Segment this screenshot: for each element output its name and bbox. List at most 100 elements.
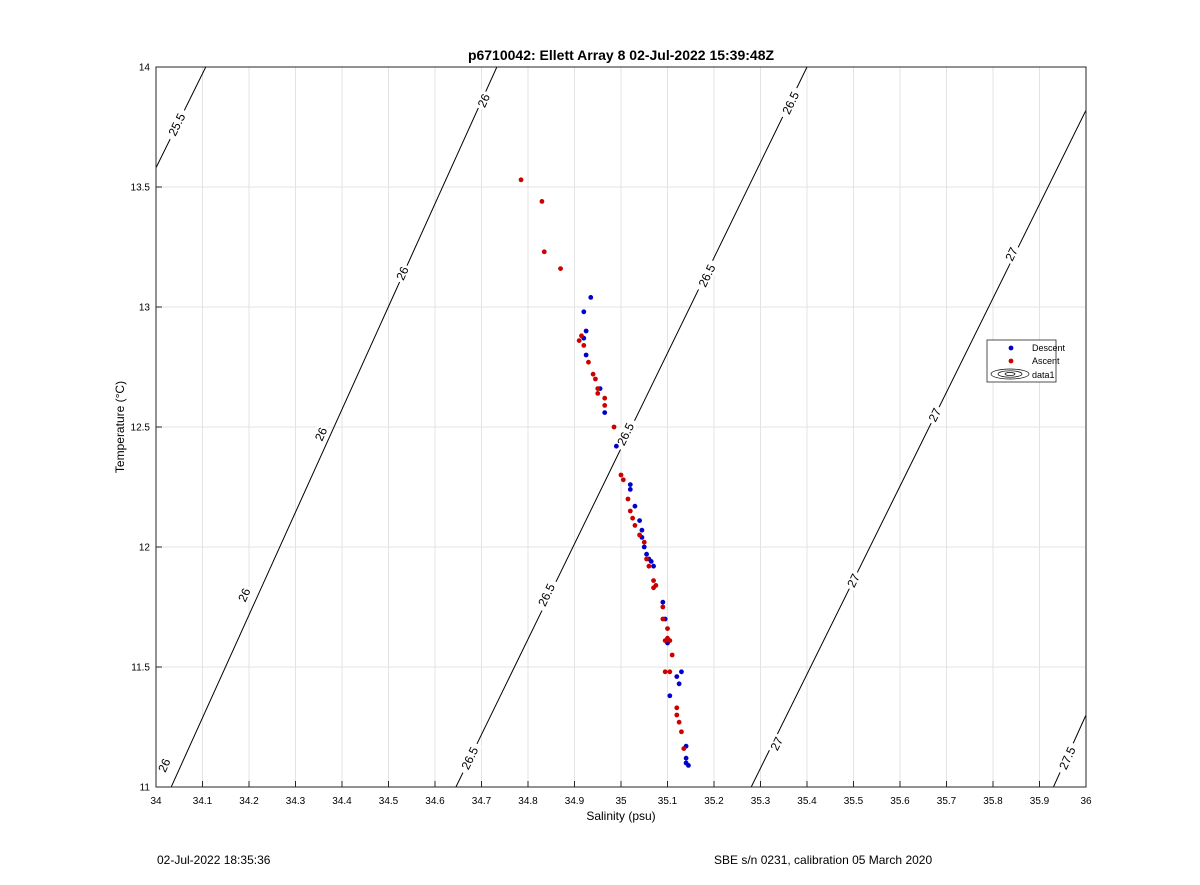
ascent-point	[620, 477, 626, 483]
contour-label-background	[843, 569, 863, 592]
ascent-point	[681, 746, 687, 751]
x-tick-label: 35.7	[937, 796, 957, 807]
legend-ascent-label: Ascent	[1032, 356, 1060, 366]
ascent-point	[590, 371, 596, 377]
ascent-point	[630, 515, 636, 521]
x-tick-label: 35.2	[704, 796, 724, 807]
descent-point	[583, 352, 589, 358]
descent-point	[674, 674, 680, 679]
ascent-point	[576, 338, 582, 343]
descent-point	[639, 527, 645, 533]
x-tick-label: 34.5	[379, 796, 399, 807]
contour-label-background	[456, 740, 483, 776]
ascent-point	[665, 626, 670, 631]
contour-label-background	[924, 403, 945, 426]
legend-ascent-marker	[1008, 358, 1014, 364]
x-tick-label: 34.6	[425, 796, 445, 807]
x-tick-label: 35	[615, 796, 627, 807]
x-tick-label: 35.4	[797, 796, 817, 807]
contour-label: 26	[234, 583, 254, 606]
ascent-point	[625, 496, 631, 502]
contour-label-background	[1054, 740, 1080, 776]
descent-point	[583, 328, 589, 334]
x-tick-label: 34.4	[332, 796, 352, 807]
contour-line-27	[750, 109, 1086, 787]
contour-label: 27	[1001, 243, 1021, 265]
ascent-point	[618, 472, 624, 478]
y-tick-label: 12	[139, 543, 151, 554]
ascent-point	[641, 539, 647, 545]
ascent-point	[674, 705, 680, 711]
descent-point	[644, 551, 649, 557]
ascent-point	[586, 359, 591, 365]
descent-point	[679, 669, 684, 675]
descent-point	[602, 410, 608, 415]
data-points	[518, 177, 691, 768]
descent-point	[581, 309, 587, 315]
contour-label: 27	[766, 732, 787, 755]
ascent-point	[595, 391, 601, 396]
contour-label-background	[310, 423, 331, 445]
footer-calibration: SBE s/n 0231, calibration 05 March 2020	[714, 853, 933, 867]
ascent-point	[602, 403, 608, 408]
x-tick-label: 35.1	[658, 796, 678, 807]
x-tick-label: 34.3	[286, 796, 306, 807]
descent-point	[686, 763, 691, 768]
contour-label-background	[1001, 243, 1021, 265]
contour-label-background	[163, 107, 190, 142]
x-tick-label: 34	[150, 796, 162, 807]
ascent-point	[632, 523, 638, 528]
contour-label-background	[154, 754, 174, 777]
x-tick-label: 35.8	[983, 796, 1003, 807]
contour-label-background	[234, 583, 254, 606]
ascent-point	[660, 616, 666, 622]
ascent-point	[676, 719, 682, 725]
ascent-point	[581, 343, 587, 348]
y-tick-label: 11.5	[131, 663, 150, 674]
y-tick-label: 13.5	[131, 183, 151, 194]
contour-label: 26	[154, 754, 174, 777]
ascent-point	[662, 638, 668, 643]
contour-label: 27	[924, 403, 945, 426]
contour-label-text: 27	[1002, 245, 1021, 263]
series-ascent	[518, 177, 687, 751]
x-tick-label: 35.9	[1030, 796, 1050, 807]
legend[interactable]: Descent Ascent data1	[986, 339, 1066, 383]
footer-timestamp: 02-Jul-2022 18:35:36	[157, 853, 271, 867]
legend-data1-label: data1	[1032, 370, 1055, 380]
chart-title: p6710042: Ellett Array 8 02-Jul-2022 15:…	[468, 47, 775, 63]
contour-label-background	[533, 577, 560, 613]
ascent-point	[637, 532, 642, 538]
descent-point	[676, 681, 682, 687]
ascent-point	[644, 556, 649, 562]
contour-label-text: 26	[155, 756, 173, 774]
legend-descent-label: Descent	[1032, 343, 1066, 353]
ascent-point	[541, 249, 547, 255]
ascent-point	[627, 508, 633, 514]
y-tick-label: 14	[139, 63, 151, 74]
descent-point	[648, 559, 654, 564]
ascent-point	[595, 386, 601, 391]
y-tick-label: 12.5	[131, 423, 151, 434]
ascent-point	[662, 669, 668, 675]
ascent-point	[660, 604, 666, 610]
x-tick-label: 34.1	[193, 796, 213, 807]
ascent-point	[651, 578, 656, 583]
descent-point	[637, 518, 642, 523]
contour-label-text: 27	[768, 734, 787, 752]
ascent-point	[646, 563, 652, 569]
ascent-point	[579, 333, 584, 339]
descent-point	[651, 563, 656, 569]
ascent-point	[602, 395, 608, 401]
x-tick-label: 34.9	[565, 796, 585, 807]
x-axis-ticks: 34 34.1 34.2 34.3 34.4 34.5 34.6 34.7 34.8 34.9 35…	[150, 781, 1092, 807]
ascent-point	[611, 424, 617, 430]
ascent-point	[593, 376, 598, 382]
x-tick-label: 34.8	[518, 796, 538, 807]
legend-contour-icon	[990, 368, 1030, 380]
x-tick-label: 36	[1080, 796, 1092, 807]
y-tick-label: 13	[139, 303, 151, 314]
y-axis-ticks: 11 11.5 12 12.5 13 13.5 14	[131, 63, 162, 794]
contour-label-text: 27	[926, 406, 945, 424]
